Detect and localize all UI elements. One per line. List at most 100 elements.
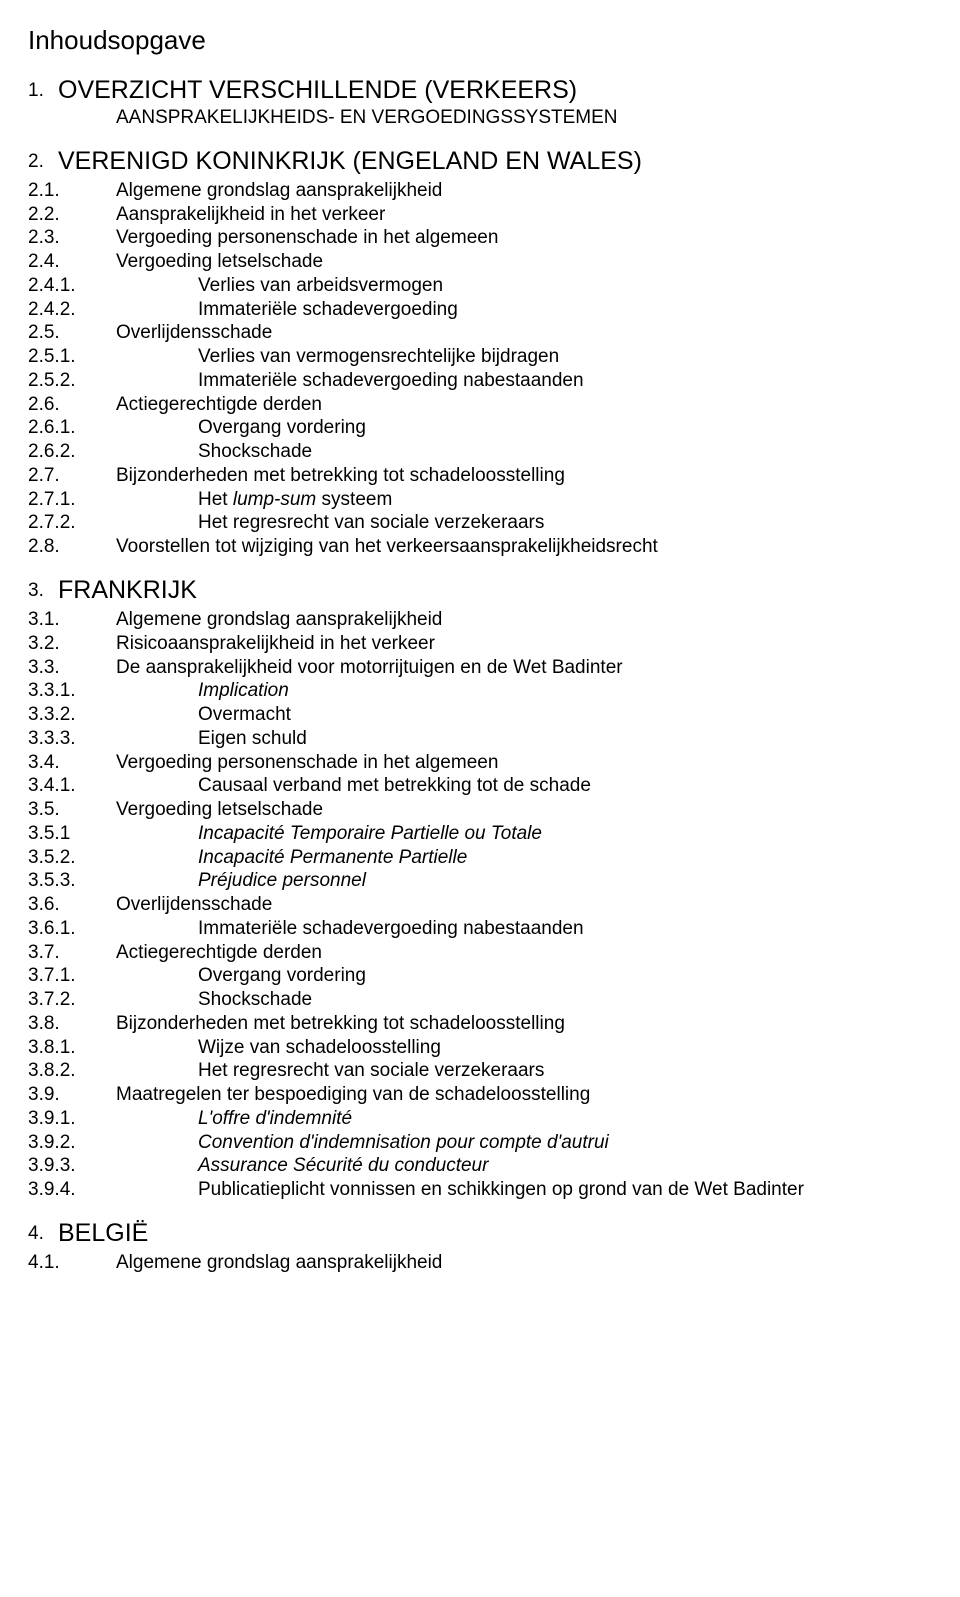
toc-entry-text: Bijzonderheden met betrekking tot schade… (116, 464, 565, 488)
toc-entry-text: Implication (198, 679, 289, 703)
toc-entry: 3.3.2.Overmacht (28, 703, 932, 727)
toc-entry-text: Convention d'indemnisation pour compte d… (198, 1131, 609, 1155)
toc-entry-text: Vergoeding letselschade (116, 250, 323, 274)
toc-entry-number: 2.5.2. (28, 369, 198, 393)
toc-entry: 3.9.1.L'offre d'indemnité (28, 1107, 932, 1131)
toc-entry: 3.9.4.Publicatieplicht vonnissen en schi… (28, 1178, 932, 1202)
toc-entry: 2.4.Vergoeding letselschade (28, 250, 932, 274)
toc-entry-text: Verlies van arbeidsvermogen (198, 274, 443, 298)
toc-entry-text: Vergoeding letselschade (116, 798, 323, 822)
toc-entry-text: Voorstellen tot wijziging van het verkee… (116, 535, 658, 559)
toc-entry-number: 3.3.1. (28, 679, 198, 703)
toc-entry: 3.1.Algemene grondslag aansprakelijkheid (28, 608, 932, 632)
toc-entry-number: 2.5. (28, 321, 116, 345)
toc-entry-number: 2.6.1. (28, 416, 198, 440)
toc-entry-text: Overlijdensschade (116, 321, 272, 345)
toc-entry: 3.3.1.Implication (28, 679, 932, 703)
toc-entry: 2.1.Algemene grondslag aansprakelijkheid (28, 179, 932, 203)
toc-entry-number: 2.4.2. (28, 298, 198, 322)
toc-entry: 2.6.1.Overgang vordering (28, 416, 932, 440)
toc-entry: 3.8.1.Wijze van schadeloosstelling (28, 1036, 932, 1060)
toc-entry-text: Publicatieplicht vonnissen en schikkinge… (198, 1178, 804, 1202)
toc-entry: 2.2.Aansprakelijkheid in het verkeer (28, 203, 932, 227)
toc-entry-number: 3.1. (28, 608, 116, 632)
toc-entry-number: 2.7. (28, 464, 116, 488)
toc-entry-text: Wijze van schadeloosstelling (198, 1036, 441, 1060)
toc-entry-number: 1. (28, 75, 58, 106)
toc-entry-text: Het regresrecht van sociale verzekeraars (198, 1059, 544, 1083)
toc-entry-number: 2.4.1. (28, 274, 198, 298)
toc-entry: 3.7.Actiegerechtigde derden (28, 941, 932, 965)
toc-entry: 3.4.1.Causaal verband met betrekking tot… (28, 774, 932, 798)
toc-entry-number: 3.5.3. (28, 869, 198, 893)
toc-entry-text: Algemene grondslag aansprakelijkheid (116, 179, 442, 203)
toc-entry: 3.7.2.Shockschade (28, 988, 932, 1012)
toc-entry: 3.FRANKRIJK (28, 575, 932, 606)
toc-entry-italic-fragment: lump-sum (233, 489, 316, 510)
toc-entry: 2.7.2.Het regresrecht van sociale verzek… (28, 511, 932, 535)
toc-entry-text: Bijzonderheden met betrekking tot schade… (116, 1012, 565, 1036)
toc-entry: 3.9.Maatregelen ter bespoediging van de … (28, 1083, 932, 1107)
toc-entry-number: 2.3. (28, 226, 116, 250)
toc-entry-text: Overgang vordering (198, 964, 366, 988)
toc-entry-text: Het regresrecht van sociale verzekeraars (198, 511, 544, 535)
toc-entry: 2.7.Bijzonderheden met betrekking tot sc… (28, 464, 932, 488)
toc-entry-number: 3.9.2. (28, 1131, 198, 1155)
toc-entry: 2.5.Overlijdensschade (28, 321, 932, 345)
toc-entry: 2.6.2.Shockschade (28, 440, 932, 464)
toc-entry: 3.2.Risicoaansprakelijkheid in het verke… (28, 632, 932, 656)
toc-entry: 3.5.Vergoeding letselschade (28, 798, 932, 822)
toc-entry-number: 3.5.1 (28, 822, 198, 846)
toc-entry-number: 2.7.2. (28, 511, 198, 535)
toc-entry-number: 3.9.1. (28, 1107, 198, 1131)
toc-entry-number: 2. (28, 146, 58, 177)
toc-entry-text: Algemene grondslag aansprakelijkheid (116, 608, 442, 632)
toc-entry-text: Causaal verband met betrekking tot de sc… (198, 774, 591, 798)
toc-entry-text: Overgang vordering (198, 416, 366, 440)
toc-entry-number: 2.4. (28, 250, 116, 274)
toc-entry-number: 2.6.2. (28, 440, 198, 464)
toc-entry-number: 2.5.1. (28, 345, 198, 369)
toc-entry-number: 3.5. (28, 798, 116, 822)
toc-entry-number: 3.8. (28, 1012, 116, 1036)
toc-entry-text: Actiegerechtigde derden (116, 393, 322, 417)
toc-entry-text: Overlijdensschade (116, 893, 272, 917)
toc-entry-text: Algemene grondslag aansprakelijkheid (116, 1251, 442, 1275)
toc-entry: 2.VERENIGD KONINKRIJK (ENGELAND EN WALES… (28, 146, 932, 177)
toc-entry: 3.4.Vergoeding personenschade in het alg… (28, 751, 932, 775)
toc-entry-number: 3.9.3. (28, 1154, 198, 1178)
toc-entry-text: Maatregelen ter bespoediging van de scha… (116, 1083, 590, 1107)
toc-entry: 2.8.Voorstellen tot wijziging van het ve… (28, 535, 932, 559)
toc-entry-number: 3.4. (28, 751, 116, 775)
toc-entry-number: 2.1. (28, 179, 116, 203)
toc-entry: 2.7.1.Het lump-sum systeem (28, 488, 932, 512)
toc-entry-text: Vergoeding personenschade in het algemee… (116, 226, 498, 250)
toc-entry-number: 2.7.1. (28, 488, 198, 512)
toc-entry-number: 3.7. (28, 941, 116, 965)
toc-entry: 3.5.3.Préjudice personnel (28, 869, 932, 893)
toc-entry-text: Shockschade (198, 988, 312, 1012)
page-title: Inhoudsopgave (28, 24, 932, 57)
toc-entry: 2.4.2.Immateriële schadevergoeding (28, 298, 932, 322)
toc-entry-number: 3.3.2. (28, 703, 198, 727)
toc-entry: 3.3.De aansprakelijkheid voor motorrijtu… (28, 656, 932, 680)
toc-entry-number: 2.6. (28, 393, 116, 417)
toc-entry-number: 3.7.2. (28, 988, 198, 1012)
toc-entry-text: Actiegerechtigde derden (116, 941, 322, 965)
toc-entry-text: Overmacht (198, 703, 291, 727)
toc-entry: 2.6.Actiegerechtigde derden (28, 393, 932, 417)
toc-entry-text: Risicoaansprakelijkheid in het verkeer (116, 632, 435, 656)
toc-entry: 3.5.2.Incapacité Permanente Partielle (28, 846, 932, 870)
toc-entry-text: L'offre d'indemnité (198, 1107, 352, 1131)
toc-entry-number: 3.6.1. (28, 917, 198, 941)
toc-entry-text: Immateriële schadevergoeding nabestaande… (198, 917, 584, 941)
toc-entry: 4.BELGIË (28, 1218, 932, 1249)
toc-entry-text: AANSPRAKELIJKHEIDS- EN VERGOEDINGSSYSTEM… (116, 107, 618, 128)
toc-entry: 3.5.1Incapacité Temporaire Partielle ou … (28, 822, 932, 846)
toc-entry-text: Verlies van vermogensrechtelijke bijdrag… (198, 345, 559, 369)
toc-entry-number: 3.8.2. (28, 1059, 198, 1083)
toc-entry-number: 3.7.1. (28, 964, 198, 988)
toc-entry-text: VERENIGD KONINKRIJK (ENGELAND EN WALES) (58, 146, 642, 177)
toc-entry-number: 4.1. (28, 1251, 116, 1275)
toc-entry-text: Aansprakelijkheid in het verkeer (116, 203, 385, 227)
